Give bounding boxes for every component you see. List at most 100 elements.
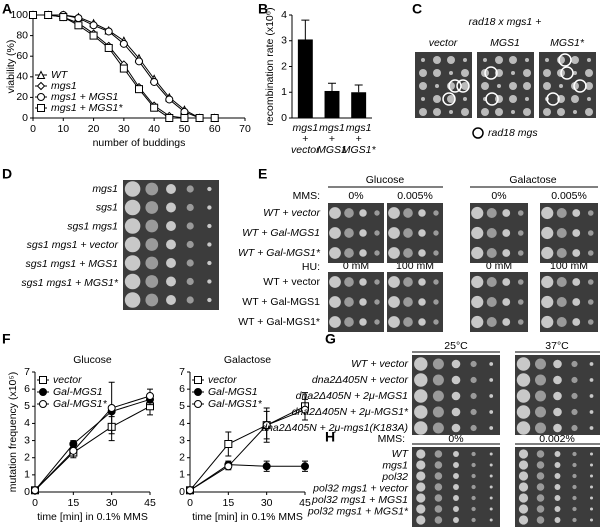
dose-label: 0.005% xyxy=(397,190,433,202)
colony-spot xyxy=(572,506,577,512)
panel-letter: A xyxy=(2,1,12,17)
x-axis-label: number of buddings xyxy=(93,137,186,149)
row-label: pol32 mgs1 + MGS1 xyxy=(311,494,408,506)
y-axis-label: mutation frequency (x10⁵) xyxy=(7,372,19,493)
colony-spot xyxy=(587,230,594,236)
colony-spot xyxy=(541,315,554,329)
colony-spot xyxy=(433,95,441,103)
colony-spot xyxy=(207,242,212,247)
colony-spot xyxy=(433,319,439,325)
colony-spot xyxy=(486,248,497,258)
colony-spot xyxy=(419,69,427,77)
colony-spot xyxy=(449,110,453,114)
colony-spot xyxy=(434,450,443,458)
x-tick-label: 70 xyxy=(239,123,251,135)
row-label: sgs1 xyxy=(96,202,118,214)
colony-spot xyxy=(145,201,159,214)
colony-spot xyxy=(416,460,426,470)
colony-spot xyxy=(543,82,551,90)
colony-spot xyxy=(553,359,562,369)
colony-spot xyxy=(543,69,551,77)
colony-spot xyxy=(416,504,426,514)
colony-spot xyxy=(489,507,493,511)
colony-spot xyxy=(495,56,503,64)
row-label: pol32 mgs1 + MGS1* xyxy=(307,505,409,517)
colony-spot xyxy=(471,226,484,240)
bar xyxy=(351,92,367,118)
colony-spot xyxy=(374,299,380,305)
marker xyxy=(186,486,194,495)
colony-spot xyxy=(554,517,561,523)
panel-letter: D xyxy=(2,166,12,182)
colony-spot xyxy=(554,495,561,501)
colony-spot xyxy=(554,451,561,457)
colony-spot xyxy=(421,58,425,62)
colony-spot xyxy=(534,390,547,402)
colony-spot xyxy=(416,515,426,525)
colony-spot xyxy=(374,210,380,216)
colony-spot xyxy=(374,279,380,285)
colony-spot xyxy=(573,110,577,114)
x-tick-label: + xyxy=(356,133,362,145)
y-tick-label: 6 xyxy=(179,383,185,395)
column-label: MGS1* xyxy=(550,37,585,49)
colony-spot xyxy=(414,405,428,419)
marker xyxy=(104,43,113,52)
panel-letter: F xyxy=(2,331,11,347)
colony-spot xyxy=(590,485,593,489)
marker xyxy=(119,39,128,48)
colony-spot xyxy=(433,250,439,256)
colony-spot xyxy=(553,375,562,385)
y-tick-label: 0 xyxy=(24,486,30,498)
colony-spot xyxy=(489,485,493,489)
y-tick-label: 5 xyxy=(179,400,185,412)
colony-spot xyxy=(434,494,443,502)
colony-spot xyxy=(403,228,413,238)
colony-spot xyxy=(517,210,524,216)
error-bar xyxy=(301,19,310,40)
colony-spot xyxy=(166,239,176,250)
colony-spot xyxy=(590,496,593,500)
colony-spot xyxy=(124,181,141,197)
colony-spot xyxy=(572,484,577,490)
colony-spot xyxy=(207,186,212,192)
colony-spot xyxy=(344,277,354,287)
colony-spot xyxy=(471,506,476,512)
colony-spot xyxy=(207,223,212,229)
colony-spot xyxy=(495,108,503,116)
colony-spot xyxy=(518,449,529,459)
colony-spot xyxy=(433,210,439,216)
colony-spot xyxy=(145,219,159,233)
x-tick-label: 30 xyxy=(118,123,130,135)
colony-spot xyxy=(186,185,194,193)
y-tick-label: 4 xyxy=(281,9,287,21)
colony-spot xyxy=(554,462,561,468)
x-tick-label: 30 xyxy=(261,497,273,509)
colony-spot xyxy=(433,299,439,305)
colony-spot xyxy=(329,247,341,259)
legend-label: mgs1 + MGS1 xyxy=(51,91,118,103)
y-axis-label: recombination rate (x10⁶) xyxy=(264,7,276,125)
colony-spot xyxy=(571,56,579,64)
chart-title: Glucose xyxy=(73,354,112,366)
x-tick-label: 0 xyxy=(187,497,193,509)
colony-spot xyxy=(447,56,455,64)
colony-spot xyxy=(207,260,212,266)
marker xyxy=(165,95,174,104)
row-label: WT + vector xyxy=(263,276,320,288)
colony-spot xyxy=(432,406,444,418)
colony-spot xyxy=(344,228,354,238)
colony-spot xyxy=(502,229,511,237)
series-line xyxy=(34,405,151,491)
colony-spot xyxy=(486,228,497,238)
legend-label: mgs1 + MGS1* xyxy=(51,102,123,114)
colony-spot xyxy=(461,82,469,90)
legend-marker xyxy=(39,388,47,396)
colony-spot xyxy=(589,410,594,414)
x-tick-label: MGS1* xyxy=(342,144,377,156)
colony-spot xyxy=(414,357,428,371)
colony-spot xyxy=(186,259,194,267)
colony-spot xyxy=(516,405,531,419)
colony-spot xyxy=(432,358,444,370)
legend-label: Gal-MGS1 xyxy=(53,386,103,398)
